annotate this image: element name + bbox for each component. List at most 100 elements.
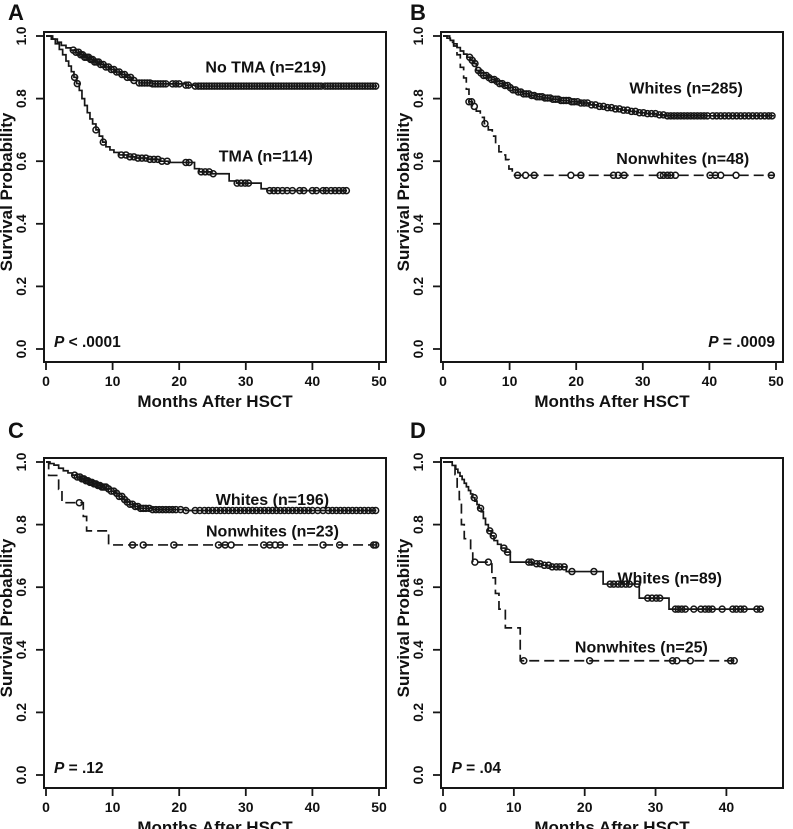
censor-mark: [730, 657, 738, 665]
censor-mark: [606, 580, 614, 588]
censor-mark: [764, 112, 773, 120]
censor-mark: [732, 605, 741, 613]
censor-mark: [336, 506, 345, 515]
censor-mark: [639, 108, 648, 117]
panel-letter-d: D: [410, 418, 426, 443]
panel-letter-b: B: [410, 0, 426, 25]
x-tick-label: 0: [439, 373, 447, 389]
y-tick-label: 0.8: [14, 515, 29, 534]
censor-mark: [615, 105, 624, 113]
censor-mark: [128, 541, 137, 549]
x-tick-label: 30: [648, 799, 664, 815]
censor-mark: [767, 171, 776, 180]
x-tick-label: 20: [171, 799, 187, 815]
censor-mark: [75, 498, 84, 507]
censor-mark: [185, 158, 193, 167]
x-tick-label: 10: [502, 373, 518, 389]
censor-mark: [633, 580, 641, 588]
p-value-label: P = .12: [54, 760, 104, 777]
panel-d: D 0.0 0.2 0.4 0.6 0.8 1.0 0 10 20 30 40 Survival Pr…: [397, 414, 793, 829]
censor-mark: [568, 567, 576, 576]
censor-mark: [567, 171, 575, 180]
censor-mark: [521, 171, 530, 180]
censor-mark: [182, 506, 190, 515]
censor-mark: [627, 107, 636, 116]
x-axis-title: Months After HSCT: [534, 392, 690, 411]
censor-mark: [146, 155, 154, 164]
censor-mark: [99, 138, 108, 146]
p-value-label: P = .04: [452, 760, 502, 777]
censor-mark: [266, 186, 274, 195]
censor-mark: [344, 506, 353, 515]
plot-box: [43, 457, 387, 789]
censor-mark: [536, 559, 544, 568]
y-tick-label: 1.0: [14, 27, 29, 46]
y-axis-title: Survival Probability: [397, 112, 413, 271]
censor-mark: [145, 504, 153, 513]
censor-mark: [139, 541, 147, 549]
censor-mark: [607, 103, 616, 112]
censor-mark: [73, 79, 82, 88]
p-value-label: P < .0001: [54, 334, 121, 351]
censor-mark: [220, 506, 229, 515]
censor-mark: [201, 168, 209, 176]
censor-mark: [200, 506, 209, 515]
x-tick-label: 30: [238, 799, 254, 815]
x-tick-label: 50: [768, 373, 784, 389]
censor-mark: [138, 154, 146, 162]
y-tick-label: 0.8: [411, 89, 426, 108]
y-axis-title: Survival Probability: [0, 538, 16, 697]
censor-mark: [697, 605, 705, 613]
y-tick-label: 0.6: [14, 577, 29, 596]
censor-mark: [272, 506, 281, 515]
censor-mark: [700, 112, 708, 120]
y-tick-label: 1.0: [411, 27, 426, 46]
censor-mark: [603, 103, 612, 112]
censor-mark: [130, 153, 138, 161]
x-tick-label: 40: [719, 799, 735, 815]
censor-mark: [142, 154, 150, 162]
censor-mark: [678, 605, 686, 613]
censor-mark: [587, 101, 596, 109]
y-tick-label: 0.4: [14, 640, 29, 659]
y-tick-label: 0.4: [14, 214, 29, 233]
censor-mark: [204, 506, 213, 515]
censor-mark: [339, 186, 347, 195]
x-tick-label: 10: [105, 373, 121, 389]
censor-mark: [599, 102, 608, 111]
censor-mark: [595, 102, 604, 111]
censor-mark: [622, 580, 630, 588]
censor-mark: [70, 73, 79, 82]
censor-mark: [590, 567, 598, 576]
censor-mark: [625, 580, 634, 588]
censor-mark: [671, 171, 680, 180]
censor-mark: [191, 506, 199, 515]
censor-mark: [524, 558, 533, 566]
y-tick-label: 0.8: [14, 89, 29, 108]
censor-mark: [260, 506, 269, 515]
x-tick-label: 20: [568, 373, 584, 389]
censor-mark: [614, 580, 622, 588]
curve-label: Whites (n=285): [629, 80, 742, 97]
x-axis-title: Months After HSCT: [534, 818, 690, 829]
censor-mark: [753, 605, 761, 613]
censor-mark: [656, 171, 664, 180]
censor-mark: [617, 580, 626, 588]
survival-chart-c: 0.0 0.2 0.4 0.6 0.8 1.0 0 10 20 30 40 50 Survival Pr…: [0, 453, 387, 829]
censor-mark: [724, 112, 733, 120]
censor-mark: [300, 506, 309, 515]
censor-mark: [656, 594, 664, 602]
y-tick-label: 0.0: [14, 340, 29, 359]
censor-mark: [264, 506, 273, 515]
censor-mark: [648, 594, 656, 602]
censor-mark: [288, 186, 297, 195]
y-axis-title: Survival Probability: [397, 538, 413, 697]
survival-chart-b: 0.0 0.2 0.4 0.6 0.8 1.0 0 10 20 30 40 50 Survival Pr…: [397, 27, 784, 411]
x-tick-label: 30: [238, 373, 254, 389]
censor-mark: [659, 111, 668, 119]
censor-mark: [299, 186, 308, 195]
censor-mark: [752, 112, 761, 120]
censor-mark: [651, 109, 660, 118]
censor-mark: [327, 186, 335, 195]
censor-mark: [304, 506, 313, 515]
